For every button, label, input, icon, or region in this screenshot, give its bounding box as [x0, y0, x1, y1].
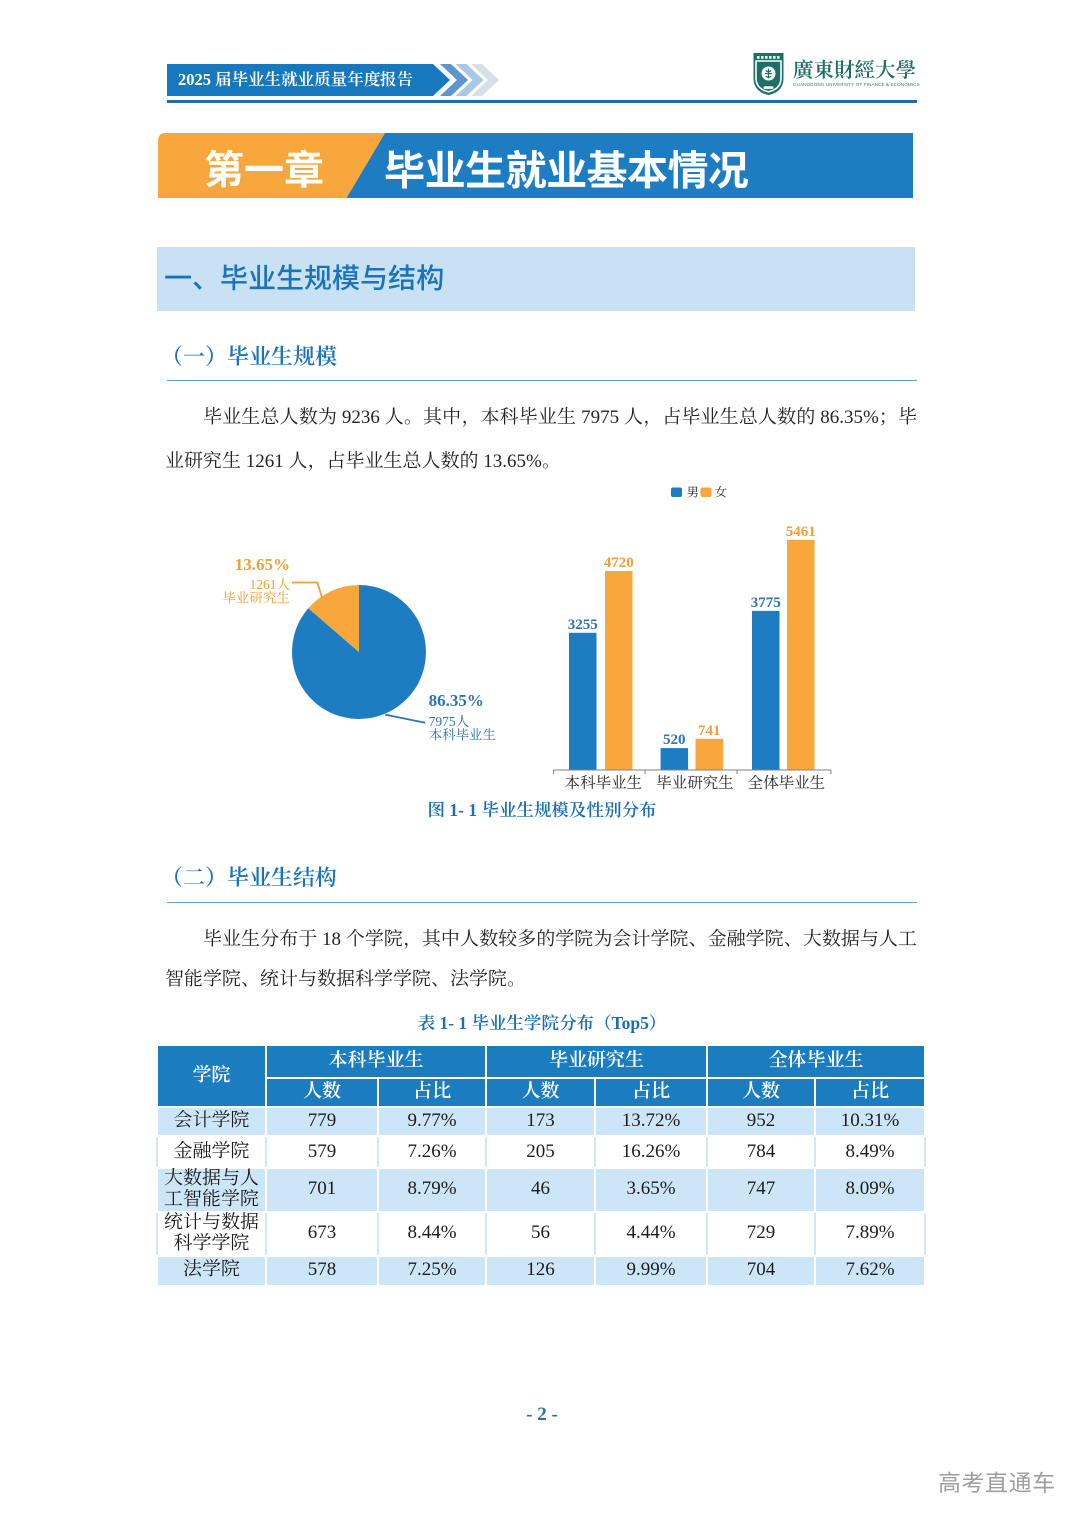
svg-text:7975人: 7975人 [429, 714, 470, 729]
svg-text:5461: 5461 [786, 524, 816, 540]
svg-text:520: 520 [663, 732, 686, 748]
svg-text:女: 女 [715, 486, 728, 500]
svg-text:3255: 3255 [568, 617, 598, 633]
svg-text:4720: 4720 [604, 555, 634, 571]
svg-text:741: 741 [698, 723, 721, 739]
svg-text:本科毕业生: 本科毕业生 [565, 774, 643, 792]
svg-text:全体毕业生: 全体毕业生 [748, 774, 826, 792]
svg-text:3775: 3775 [751, 595, 781, 611]
svg-text:毕业研究生: 毕业研究生 [656, 774, 734, 792]
svg-text:毕业研究生: 毕业研究生 [223, 591, 291, 606]
svg-text:本科毕业生: 本科毕业生 [429, 728, 497, 743]
svg-text:13.65%: 13.65% [235, 555, 290, 574]
svg-text:86.35%: 86.35% [429, 691, 484, 710]
svg-text:1261人: 1261人 [250, 577, 291, 592]
svg-text:男: 男 [687, 486, 700, 500]
